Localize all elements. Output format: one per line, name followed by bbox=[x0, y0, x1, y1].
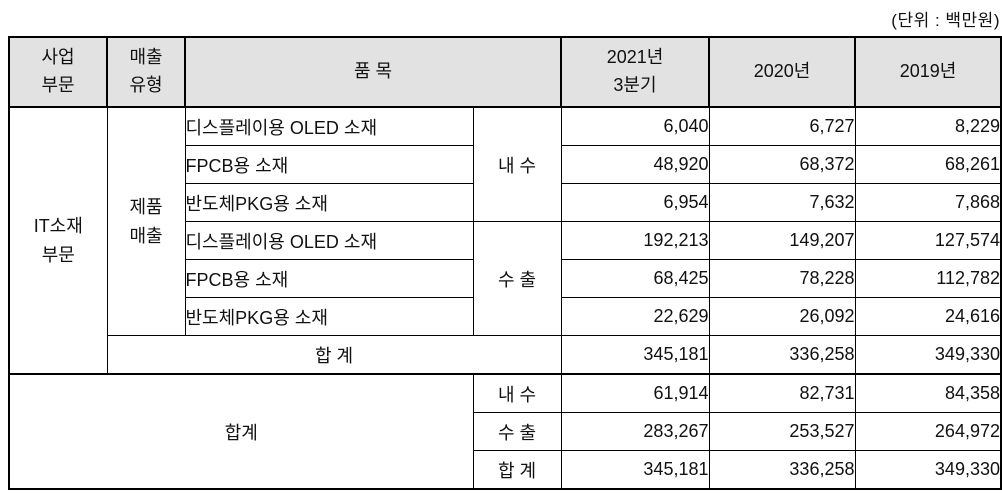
item-name-cell: 반도체PKG용 소재 bbox=[184, 297, 474, 336]
table-row: 반도체PKG용 소재 22,629 26,092 24,616 bbox=[9, 297, 1002, 336]
value-cell: 336,258 bbox=[708, 450, 856, 490]
value-cell: 22,629 bbox=[560, 297, 710, 336]
sales-by-segment-table: 사업 부문 매출 유형 품 목 2021년 3분기 2020년 2019년 IT… bbox=[8, 36, 1002, 490]
segment-total-row: 합 계 345,181 336,258 349,330 bbox=[9, 335, 1002, 375]
unit-label: (단위 : 백만원) bbox=[891, 11, 1000, 30]
value-cell: 336,258 bbox=[708, 335, 856, 375]
grand-total-export-row: 수 출 283,267 253,527 264,972 bbox=[9, 412, 1002, 451]
value-cell: 78,228 bbox=[708, 259, 856, 298]
value-cell: 68,261 bbox=[854, 145, 1002, 184]
value-cell: 6,954 bbox=[560, 183, 710, 222]
value-cell: 127,574 bbox=[854, 221, 1002, 260]
value-cell: 26,092 bbox=[708, 297, 856, 336]
grand-total-domestic-row: 합계 내 수 61,914 82,731 84,358 bbox=[8, 373, 1002, 490]
value-cell: 84,358 bbox=[854, 373, 1002, 413]
header-2020: 2020년 bbox=[708, 36, 856, 108]
header-2019: 2019년 bbox=[854, 36, 1002, 108]
grand-total-label-cell: 합계 bbox=[8, 373, 474, 490]
table-row: FPCB용 소재 48,920 68,372 68,261 bbox=[9, 145, 1002, 184]
channel-label-cell: 수 출 bbox=[472, 412, 562, 451]
value-cell: 82,731 bbox=[708, 373, 856, 413]
table-row: 반도체PKG용 소재 6,954 7,632 7,868 bbox=[9, 183, 1002, 222]
value-cell: 112,782 bbox=[854, 259, 1002, 298]
item-name-cell: 디스플레이용 OLED 소재 bbox=[184, 221, 474, 260]
channel-export-cell: 수 출 bbox=[472, 221, 562, 336]
value-cell: 68,372 bbox=[708, 145, 856, 184]
value-cell: 24,616 bbox=[854, 297, 1002, 336]
value-cell: 61,914 bbox=[560, 373, 710, 413]
item-name-cell: 반도체PKG용 소재 bbox=[184, 183, 474, 222]
segment-cell: IT소재 부문 bbox=[8, 106, 108, 375]
value-cell: 8,229 bbox=[854, 106, 1002, 146]
value-cell: 7,632 bbox=[708, 183, 856, 222]
header-item: 품 목 bbox=[184, 36, 562, 108]
value-cell: 7,868 bbox=[854, 183, 1002, 222]
item-name-cell: FPCB용 소재 bbox=[184, 259, 474, 298]
value-cell: 264,972 bbox=[854, 412, 1002, 451]
item-name-cell: 디스플레이용 OLED 소재 bbox=[184, 106, 474, 146]
value-cell: 349,330 bbox=[854, 450, 1002, 490]
value-cell: 48,920 bbox=[560, 145, 710, 184]
sales-type-cell: 제품 매출 bbox=[106, 106, 186, 336]
value-cell: 68,425 bbox=[560, 259, 710, 298]
value-cell: 253,527 bbox=[708, 412, 856, 451]
value-cell: 192,213 bbox=[560, 221, 710, 260]
channel-label-cell: 내 수 bbox=[472, 373, 562, 413]
value-cell: 149,207 bbox=[708, 221, 856, 260]
channel-label-cell: 합 계 bbox=[472, 450, 562, 490]
value-cell: 6,040 bbox=[560, 106, 710, 146]
item-name-cell: FPCB용 소재 bbox=[184, 145, 474, 184]
value-cell: 6,727 bbox=[708, 106, 856, 146]
segment-total-label-cell: 합 계 bbox=[106, 335, 562, 375]
value-cell: 283,267 bbox=[560, 412, 710, 451]
header-sales-type: 매출 유형 bbox=[106, 36, 186, 108]
table-row: 디스플레이용 OLED 소재 수 출 192,213 149,207 127,5… bbox=[9, 221, 1002, 336]
grand-total-sum-row: 합 계 345,181 336,258 349,330 bbox=[9, 450, 1002, 490]
value-cell: 345,181 bbox=[560, 335, 710, 375]
header-2021q3: 2021년 3분기 bbox=[560, 36, 710, 108]
header-business-segment: 사업 부문 bbox=[8, 36, 108, 108]
table-row: FPCB용 소재 68,425 78,228 112,782 bbox=[9, 259, 1002, 298]
value-cell: 349,330 bbox=[854, 335, 1002, 375]
channel-domestic-cell: 내 수 bbox=[472, 106, 562, 222]
table-row: IT소재 부문 제품 매출 디스플레이용 OLED 소재 내 수 6,040 6… bbox=[8, 106, 1002, 375]
header-row: 사업 부문 매출 유형 품 목 2021년 3분기 2020년 2019년 bbox=[8, 36, 1002, 108]
value-cell: 345,181 bbox=[560, 450, 710, 490]
